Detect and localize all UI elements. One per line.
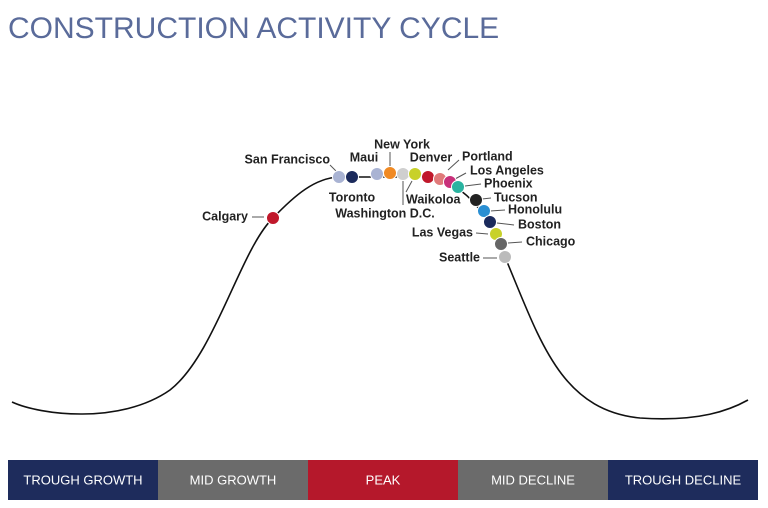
phase-label: MID GROWTH xyxy=(190,472,277,487)
city-dot xyxy=(383,166,397,180)
city-label: Washington D.C. xyxy=(335,206,435,220)
phase-segment xyxy=(158,460,308,500)
city-label: Calgary xyxy=(202,209,248,223)
city-label: Maui xyxy=(350,150,378,164)
city-label: Las Vegas xyxy=(412,225,473,239)
phase-segment xyxy=(8,460,158,500)
phase-label: TROUGH GROWTH xyxy=(23,472,142,487)
phase-segment xyxy=(458,460,608,500)
city-label: Honolulu xyxy=(508,202,562,216)
city-label: Toronto xyxy=(329,190,376,204)
city-label: Seattle xyxy=(439,250,480,264)
city-dot xyxy=(494,237,508,251)
leader-line xyxy=(405,180,413,193)
city-dot xyxy=(408,167,422,181)
leader-line xyxy=(464,183,482,187)
phase-segment xyxy=(608,460,758,500)
city-label: Tucson xyxy=(494,190,538,204)
city-label: Boston xyxy=(518,217,561,231)
leader-line xyxy=(496,222,515,226)
leader-line xyxy=(481,197,492,200)
city-dot xyxy=(332,170,346,184)
leader-line xyxy=(454,172,467,180)
city-label: New York xyxy=(374,137,430,151)
city-dot xyxy=(345,170,359,184)
city-label: Phoenix xyxy=(484,176,533,190)
city-dot xyxy=(498,250,512,264)
phase-label: PEAK xyxy=(366,472,401,487)
leader-line xyxy=(475,232,489,235)
phase-segment xyxy=(308,460,458,500)
leader-line xyxy=(329,164,337,172)
city-label: Portland xyxy=(462,149,513,163)
city-dot xyxy=(396,167,410,181)
city-dot xyxy=(370,167,384,181)
city-label: Waikoloa xyxy=(406,192,461,206)
city-dot xyxy=(469,193,483,207)
phase-label: MID DECLINE xyxy=(491,472,575,487)
city-dot xyxy=(266,211,280,225)
city-dot xyxy=(451,180,465,194)
city-dot xyxy=(483,215,497,229)
leader-line xyxy=(507,241,523,244)
city-label: Denver xyxy=(410,150,453,164)
city-dot xyxy=(421,170,435,184)
phase-label: TROUGH DECLINE xyxy=(625,472,742,487)
city-label: Los Angeles xyxy=(470,163,544,177)
city-label: Chicago xyxy=(526,234,576,248)
leader-line xyxy=(489,209,506,212)
city-label: San Francisco xyxy=(245,152,331,166)
title: CONSTRUCTION ACTIVITY CYCLE xyxy=(8,12,499,45)
leader-line xyxy=(447,159,460,171)
city-dot xyxy=(477,204,491,218)
